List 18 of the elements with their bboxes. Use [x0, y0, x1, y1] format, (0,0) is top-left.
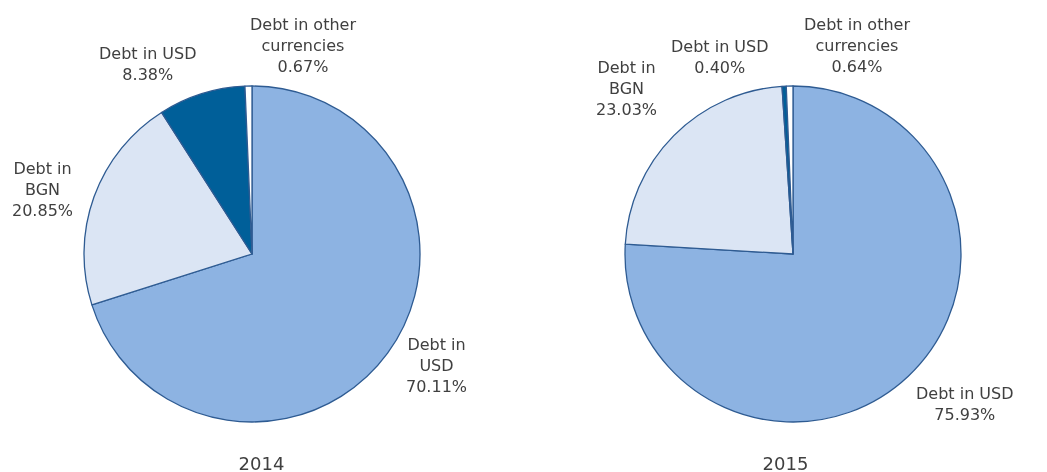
slice-label: Debt in BGN — [13, 159, 72, 199]
data-label: 8.38% — [122, 64, 174, 84]
data-label: 0.67% — [277, 56, 329, 76]
data-label: 0.64% — [831, 56, 883, 76]
slice-label: Debt in USD — [99, 44, 197, 63]
slice-label: Debt in USD — [407, 335, 466, 375]
data-label: 23.03% — [596, 99, 658, 119]
slice-label: Debt in other currencies — [250, 15, 357, 55]
data-label: 0.40% — [694, 57, 746, 77]
data-label: 70.11% — [406, 376, 468, 396]
slice-label: Debt in USD — [916, 384, 1014, 403]
text: 2014 — [238, 452, 285, 472]
slice-label: Debt in BGN — [597, 58, 656, 98]
slice-label: Debt in USD — [671, 37, 769, 56]
data-label: 75.93% — [934, 404, 996, 424]
slice-label: Debt in other currencies — [804, 15, 911, 55]
text: 2015 — [762, 452, 809, 472]
data-label: 20.85% — [12, 200, 74, 220]
